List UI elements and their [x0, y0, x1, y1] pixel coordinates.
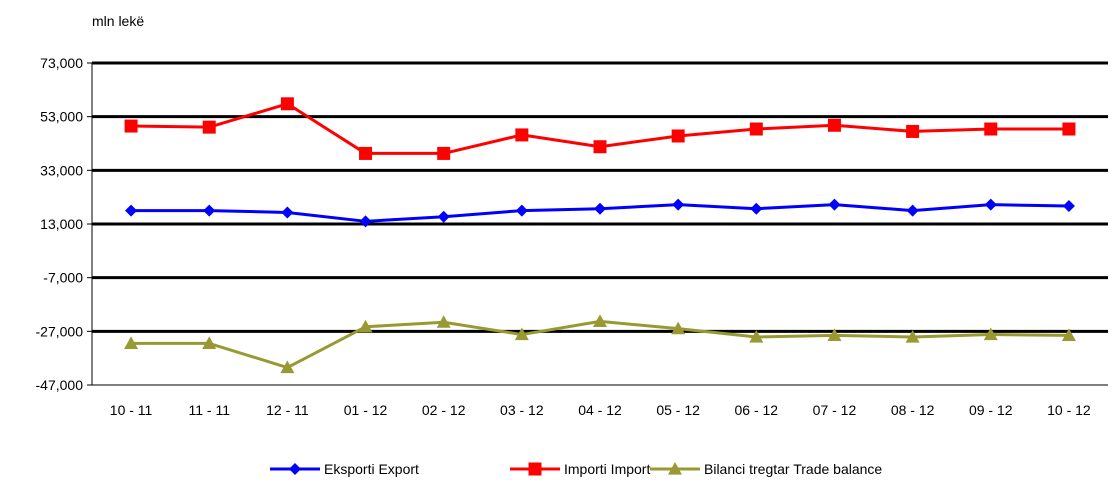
series-line — [131, 319, 1069, 370]
series — [124, 97, 1076, 374]
legend-label: Bilanci tregtar Trade balance — [704, 461, 882, 477]
legend-marker — [668, 462, 682, 475]
data-point — [984, 122, 998, 136]
data-point — [515, 204, 528, 217]
data-point — [828, 198, 841, 211]
data-point — [983, 327, 998, 341]
gridlines — [92, 61, 1108, 333]
data-point — [280, 360, 295, 374]
y-tick-label: -47,000 — [36, 377, 84, 393]
x-tick-label: 07 - 12 — [813, 402, 857, 418]
data-point — [437, 210, 450, 223]
data-point — [1062, 122, 1076, 136]
legend-label: Eksporti Export — [324, 461, 419, 477]
data-point — [436, 315, 451, 328]
x-tick-label: 10 - 12 — [1047, 402, 1091, 418]
axes: 73,000 53,000 33,000 13,000 -7,000 -27,000 -47… — [36, 55, 1108, 418]
data-point — [124, 119, 138, 133]
legend-entry: Bilanci tregtar Trade balance — [650, 461, 882, 477]
data-point — [515, 128, 529, 142]
data-point — [281, 206, 294, 219]
legend-label: Importi Import — [564, 461, 650, 477]
data-point — [593, 314, 607, 328]
data-point — [514, 327, 529, 341]
y-tick-label: 73,000 — [40, 55, 83, 71]
y-tick-label: -27,000 — [36, 323, 84, 339]
data-point — [984, 198, 997, 211]
data-point — [827, 118, 841, 132]
series-1 — [124, 97, 1076, 160]
data-point — [1062, 200, 1075, 213]
data-point — [750, 202, 763, 215]
data-point — [594, 202, 606, 215]
series-2 — [124, 314, 1076, 374]
data-point — [905, 329, 920, 343]
x-tick-label: 10 - 11 — [110, 402, 153, 418]
data-point — [280, 97, 294, 111]
data-point — [359, 215, 372, 228]
data-point — [203, 204, 216, 217]
x-tick-label: 08 - 12 — [891, 402, 935, 418]
legend: Eksporti Export Importi Import Bilanci tre… — [270, 461, 882, 477]
data-point — [672, 198, 685, 211]
x-tick-label: 02 - 12 — [422, 402, 466, 418]
y-tick-label: 53,000 — [40, 109, 83, 125]
data-point — [671, 129, 685, 143]
y-axis-unit-label: mln lekë — [92, 13, 144, 29]
data-point — [202, 336, 217, 350]
data-point — [1061, 328, 1076, 341]
series-0 — [125, 198, 1075, 228]
x-tick-label: 12 - 11 — [266, 402, 309, 418]
y-tick-label: 33,000 — [40, 162, 83, 178]
data-point — [906, 204, 919, 217]
x-tick-label: 03 - 12 — [500, 402, 544, 418]
y-tick-label: -7,000 — [43, 270, 83, 286]
legend-marker — [289, 463, 301, 475]
data-point — [749, 329, 764, 343]
x-tick-label: 09 - 12 — [969, 402, 1013, 418]
legend-entry: Eksporti Export — [270, 461, 419, 477]
data-point — [202, 120, 216, 134]
x-tick-label: 06 - 12 — [735, 402, 779, 418]
y-tick-label: 13,000 — [40, 216, 83, 232]
data-point — [593, 140, 607, 154]
data-point — [124, 336, 139, 350]
x-tick-label: 04 - 12 — [578, 402, 622, 418]
legend-entry: Importi Import — [510, 461, 650, 477]
data-point — [125, 204, 138, 217]
data-point — [671, 321, 686, 335]
legend-marker — [528, 462, 542, 476]
data-point — [359, 146, 373, 160]
data-point — [749, 122, 763, 136]
x-tick-label: 11 - 11 — [188, 402, 230, 418]
data-point — [358, 319, 373, 333]
data-point — [827, 328, 842, 341]
data-point — [437, 146, 451, 160]
x-tick-label: 05 - 12 — [656, 402, 700, 418]
x-tick-label: 01 - 12 — [344, 402, 388, 418]
data-point — [906, 124, 920, 138]
